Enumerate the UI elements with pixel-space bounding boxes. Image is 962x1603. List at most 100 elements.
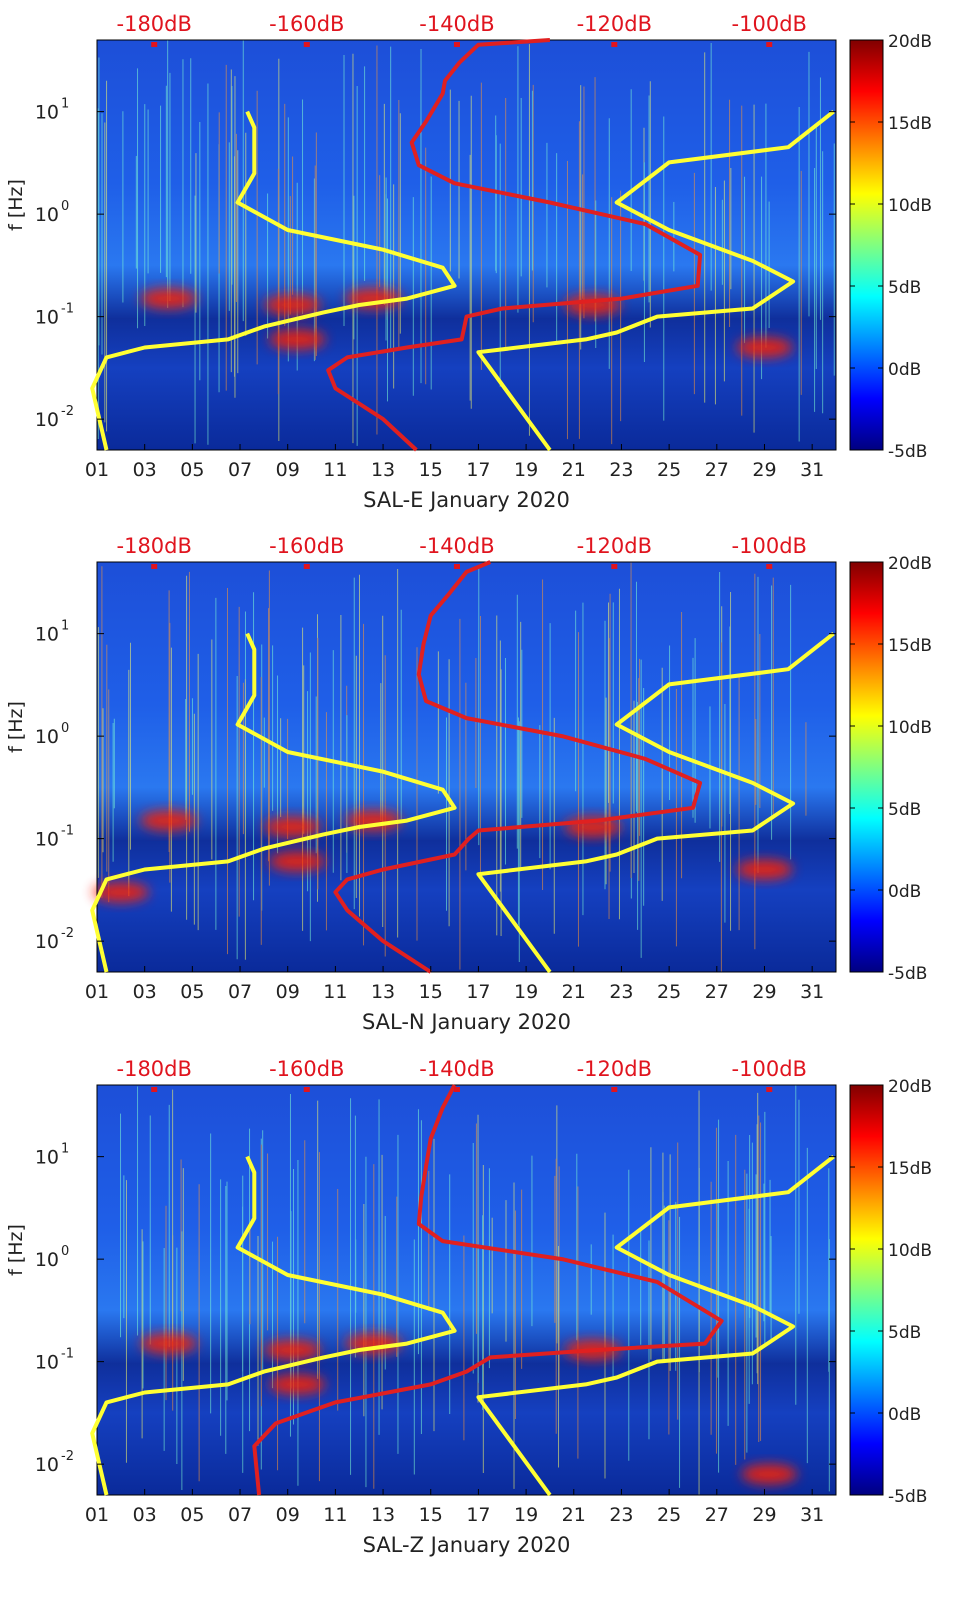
noise-hot-spot — [264, 294, 321, 315]
x-tick-label: 17 — [466, 981, 490, 1003]
colorbar-tick-label: 20dB — [888, 554, 932, 574]
y-tick-exponent: 1 — [61, 97, 69, 112]
colorbar-tick-label: 0dB — [888, 1405, 921, 1425]
y-tick-label: 10 — [35, 1147, 59, 1169]
noise-hot-spot — [269, 851, 326, 872]
x-tick-label: 13 — [371, 981, 395, 1003]
colorbar-tick-label: 10dB — [888, 718, 932, 738]
x-tick-label: 07 — [228, 1504, 252, 1526]
x-tick-label: 19 — [514, 981, 538, 1003]
x-tick-label: 31 — [800, 1504, 824, 1526]
curve-red-median — [326, 38, 703, 452]
x-tick-label: 09 — [276, 459, 300, 481]
top-db-label: -180dB — [117, 1057, 192, 1081]
top-db-label: -120dB — [577, 1057, 652, 1081]
transient-streaks — [97, 40, 835, 446]
colorbar-tick-label: 5dB — [888, 800, 921, 820]
x-tick-label: 11 — [323, 1504, 347, 1526]
colorbar-tick-label: 10dB — [888, 1241, 932, 1261]
x-tick-label: 23 — [609, 1504, 633, 1526]
transient-streaks — [120, 1085, 830, 1495]
x-axis-label: SAL-N January 2020 — [362, 1010, 571, 1034]
x-tick-label: 01 — [85, 981, 109, 1003]
x-tick-label: 21 — [562, 1504, 586, 1526]
top-db-label: -120dB — [577, 12, 652, 36]
y-tick-exponent: -1 — [61, 824, 74, 839]
curve-red-median — [252, 1084, 724, 1496]
transient-streaks — [97, 562, 807, 972]
x-tick-label: 07 — [228, 459, 252, 481]
top-db-label: -100dB — [732, 534, 807, 558]
top-db-label: -180dB — [117, 12, 192, 36]
colorbar — [849, 1084, 884, 1496]
y-tick-label: 10 — [35, 726, 59, 748]
plot-frame — [96, 561, 837, 973]
x-tick-label: 11 — [323, 981, 347, 1003]
top-db-marker — [303, 1087, 310, 1092]
y-tick-label: 10 — [35, 307, 59, 329]
top-db-label: -140dB — [419, 1057, 494, 1081]
colorbar-tick-label: 0dB — [888, 360, 921, 380]
x-tick-label: 31 — [800, 459, 824, 481]
x-tick-label: 01 — [85, 459, 109, 481]
x-tick-label: 13 — [371, 1504, 395, 1526]
y-tick-exponent: -1 — [61, 302, 74, 317]
colorbar-tick-label: 0dB — [888, 882, 921, 902]
x-tick-label: 29 — [752, 981, 776, 1003]
x-tick-label: 15 — [419, 459, 443, 481]
x-tick-label: 17 — [466, 1504, 490, 1526]
x-tick-label: 25 — [657, 1504, 681, 1526]
y-tick-exponent: 1 — [61, 1142, 69, 1157]
colorbar — [849, 39, 884, 451]
colorbar — [849, 561, 884, 973]
y-axis-label: f [Hz] — [5, 1224, 27, 1276]
curve-yellow-high — [476, 110, 835, 452]
y-tick-label: 10 — [35, 409, 59, 431]
noise-hot-spot — [269, 1374, 326, 1395]
x-tick-label: 29 — [752, 1504, 776, 1526]
plot-frame — [96, 1084, 837, 1496]
noise-hot-spot — [264, 1339, 321, 1360]
x-tick-label: 03 — [133, 981, 157, 1003]
top-db-marker — [766, 564, 773, 569]
curve-yellow-low — [90, 1155, 457, 1496]
top-db-label: -100dB — [732, 12, 807, 36]
x-tick-label: 05 — [180, 981, 204, 1003]
top-db-marker — [766, 1087, 773, 1092]
y-tick-label: 10 — [35, 102, 59, 124]
y-tick-label: 10 — [35, 1454, 59, 1476]
x-tick-label: 15 — [419, 981, 443, 1003]
colorbar-tick-label: 5dB — [888, 1323, 921, 1343]
x-tick-label: 23 — [609, 981, 633, 1003]
colorbar-tick-label: 10dB — [888, 196, 932, 216]
curve-yellow-low — [90, 110, 457, 451]
top-db-marker — [453, 564, 460, 569]
x-tick-label: 03 — [133, 459, 157, 481]
colorbar-tick-label: -5dB — [888, 442, 927, 462]
colorbar-tick-label: -5dB — [888, 1487, 927, 1507]
top-db-marker — [303, 564, 310, 569]
noise-hot-spot — [140, 288, 197, 309]
colorbar-tick-label: 15dB — [888, 114, 932, 134]
colorbar-tick-label: 20dB — [888, 32, 932, 52]
top-db-label: -120dB — [577, 534, 652, 558]
x-tick-label: 05 — [180, 459, 204, 481]
x-tick-label: 15 — [419, 1504, 443, 1526]
x-tick-label: 09 — [276, 981, 300, 1003]
x-tick-label: 25 — [657, 981, 681, 1003]
x-tick-label: 29 — [752, 459, 776, 481]
colorbar-tick-label: 20dB — [888, 1077, 932, 1097]
x-tick-label: 17 — [466, 459, 490, 481]
top-db-marker — [151, 42, 158, 47]
x-tick-label: 25 — [657, 459, 681, 481]
top-db-marker — [453, 42, 460, 47]
top-db-label: -100dB — [732, 1057, 807, 1081]
top-db-marker — [611, 564, 618, 569]
top-db-label: -160dB — [269, 12, 344, 36]
top-db-marker — [611, 42, 618, 47]
y-tick-label: 10 — [35, 931, 59, 953]
y-axis-label: f [Hz] — [5, 701, 27, 753]
